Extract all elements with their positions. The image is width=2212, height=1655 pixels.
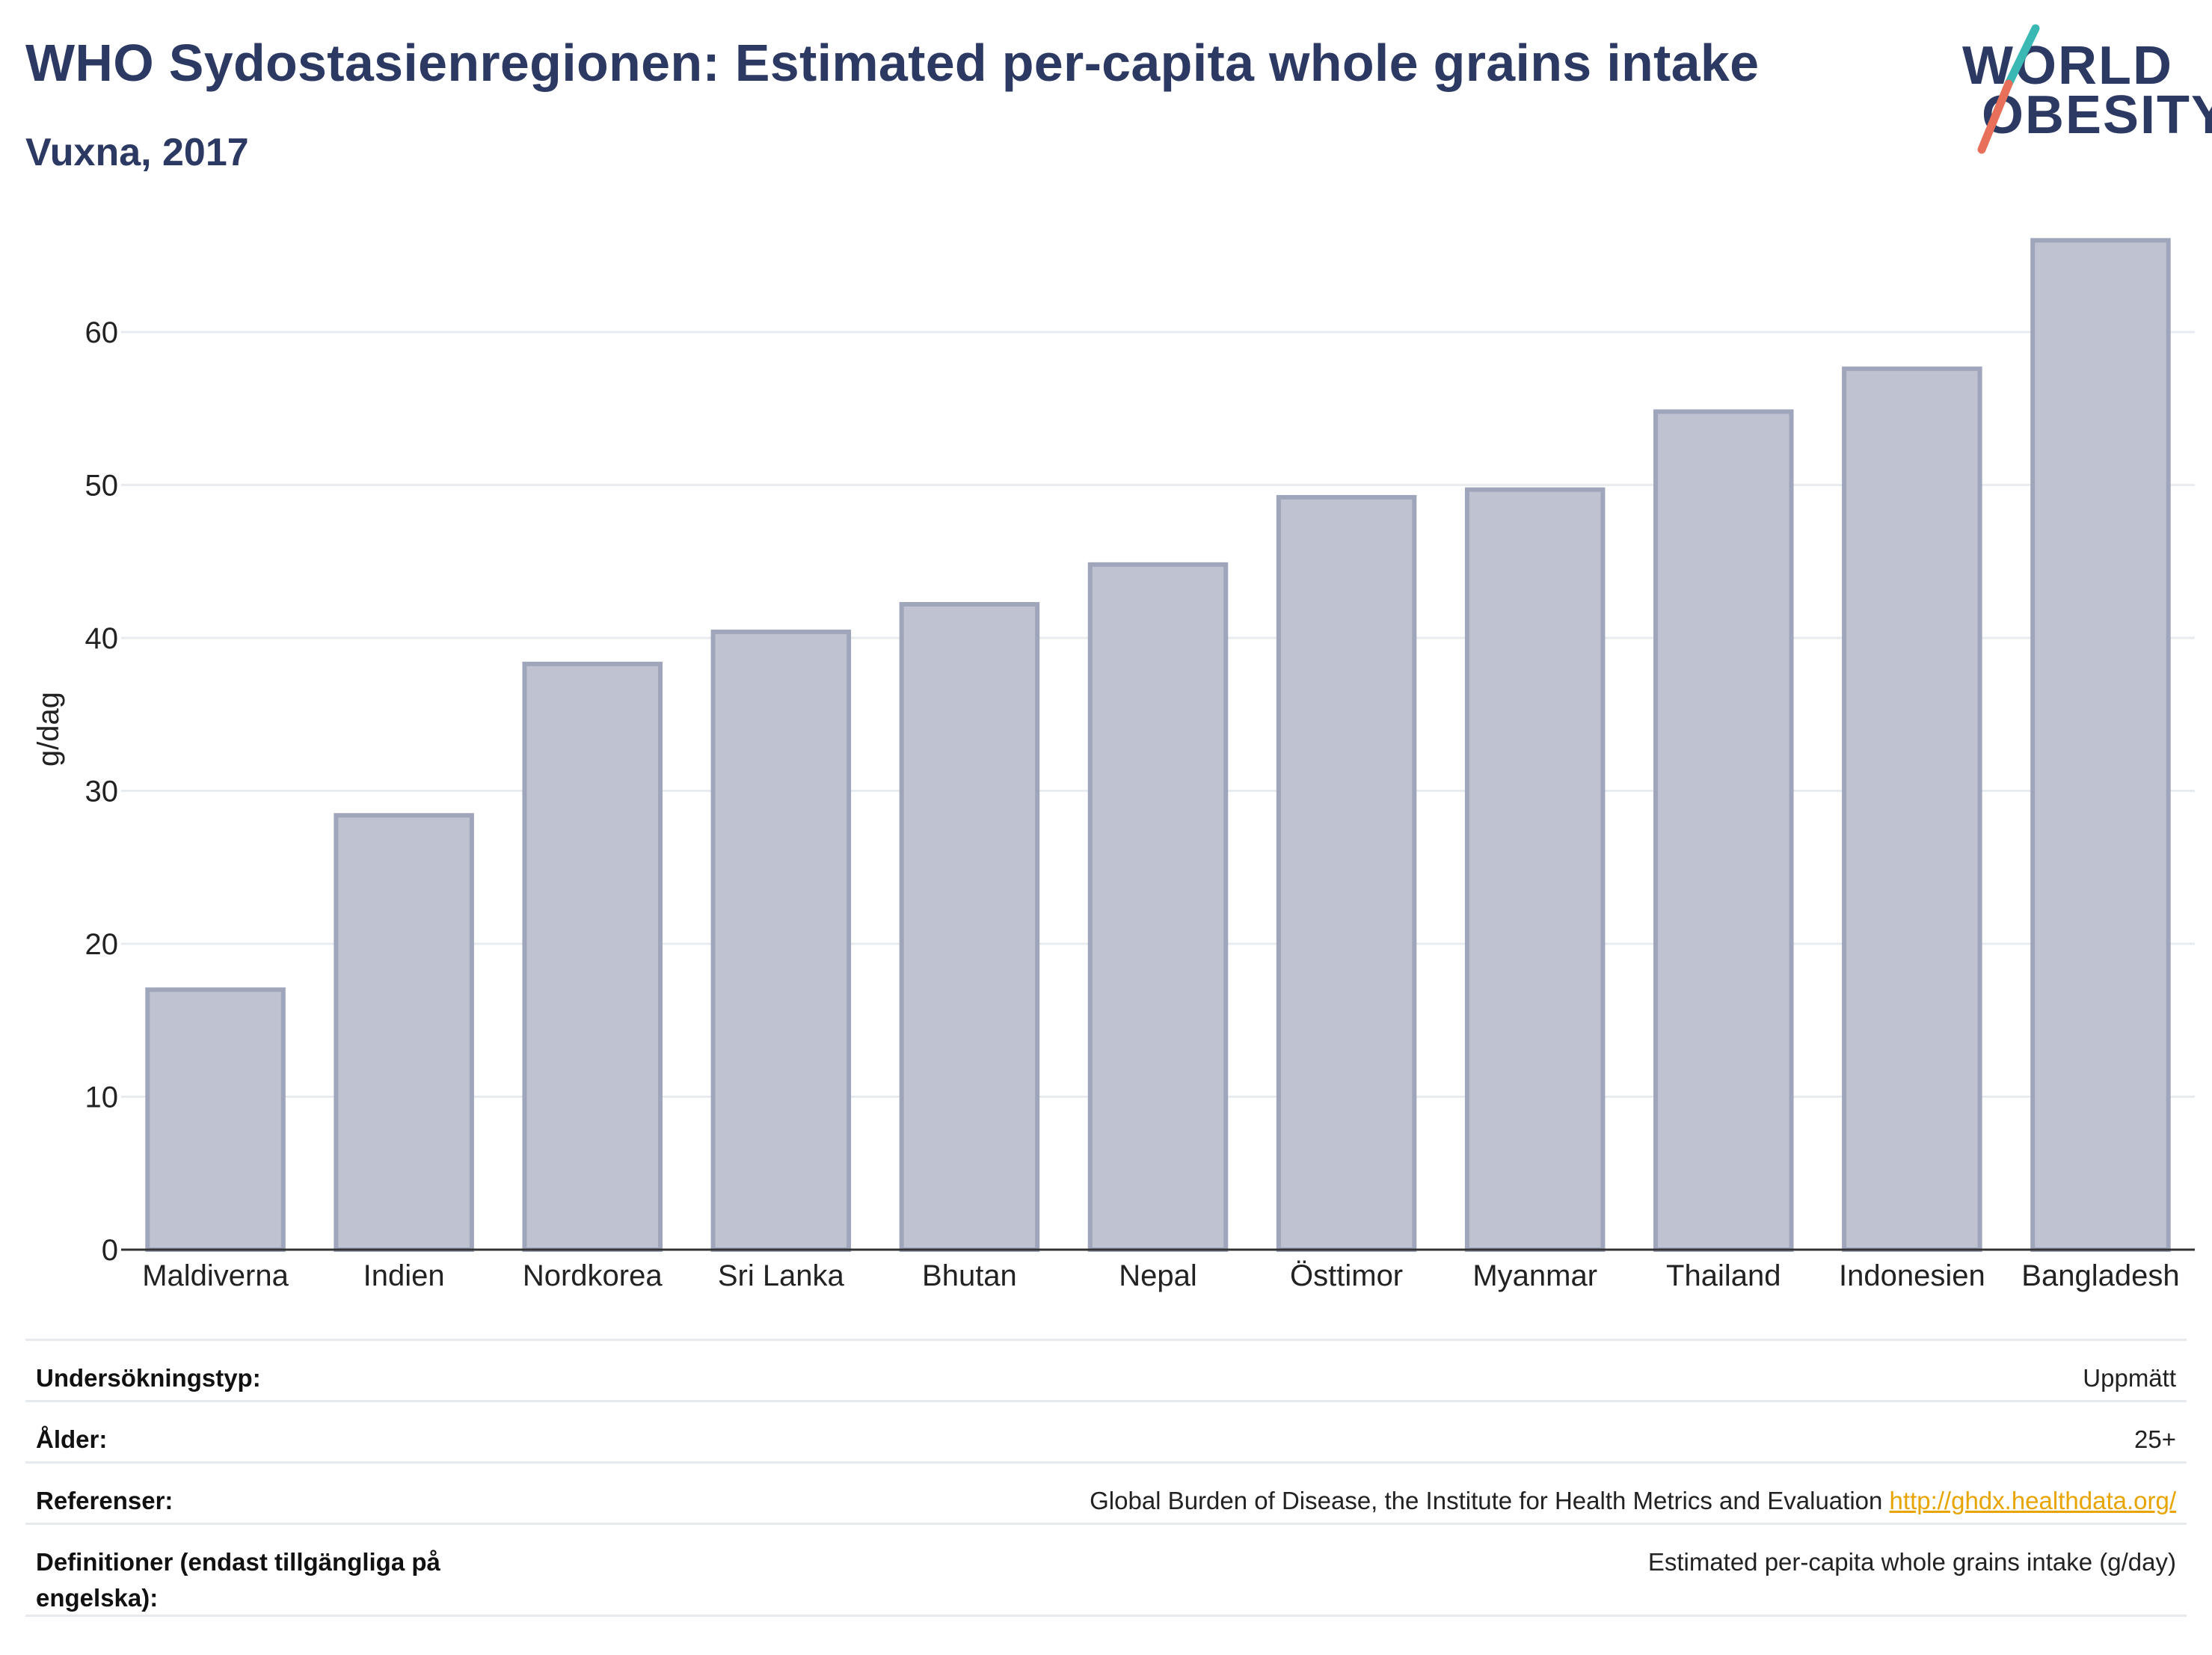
info-table: Undersökningstyp: Uppmätt Ålder: 25+ Ref… [25, 1339, 2187, 1617]
bar [710, 629, 852, 1252]
chart-title: WHO Sydostasienregionen: Estimated per-c… [25, 34, 1760, 92]
world-obesity-logo: WORLD OBESITY [1952, 22, 2212, 157]
info-row-survey-type: Undersökningstyp: Uppmätt [25, 1339, 2187, 1400]
info-value: 25+ [2134, 1425, 2176, 1453]
bar [2030, 238, 2171, 1253]
bar-chart: 0 10 20 30 40 50 60 Maldiverna Indien Nordkorea Sr… [32, 238, 2195, 1292]
x-tick-label: Myanmar [1472, 1259, 1597, 1292]
y-tick-label: 20 [85, 928, 119, 961]
y-tick-label: 50 [85, 470, 119, 503]
info-key: Referenser: [36, 1487, 173, 1514]
bar [1653, 409, 1794, 1252]
chart-subtitle: Vuxna, 2017 [25, 131, 249, 174]
bar [1276, 494, 1417, 1252]
x-tick-label: Bangladesh [2021, 1259, 2179, 1292]
bar [1464, 487, 1606, 1252]
x-tick-label: Indien [363, 1259, 445, 1292]
bar [334, 813, 474, 1252]
info-value: Uppmätt [2083, 1364, 2176, 1392]
info-value: Estimated per-capita whole grains intake… [1647, 1548, 2176, 1576]
reference-text: Global Burden of Disease, the Institute … [1090, 1487, 1883, 1514]
info-key: Undersökningstyp: [36, 1364, 261, 1392]
x-tick-label: Maldiverna [142, 1259, 289, 1292]
x-tick-label: Sri Lanka [718, 1259, 845, 1292]
x-tick-label: Thailand [1666, 1259, 1781, 1292]
info-key: Definitioner (endast tillgängliga på eng… [36, 1548, 440, 1612]
reference-link[interactable]: http://ghdx.healthdata.org/ [1889, 1487, 2176, 1514]
y-tick-label: 30 [85, 776, 119, 808]
y-tick-label: 40 [85, 622, 119, 655]
bar [145, 987, 286, 1252]
bars [145, 238, 2171, 1253]
bar [1842, 366, 1982, 1253]
y-tick-label: 10 [85, 1081, 119, 1114]
x-tick-label: Indonesien [1839, 1259, 1985, 1292]
info-row-definitions: Definitioner (endast tillgängliga på eng… [25, 1523, 2187, 1617]
info-row-references: Referenser: Global Burden of Disease, th… [25, 1461, 2187, 1523]
x-tick-label: Nordkorea [523, 1259, 663, 1292]
logo-word-world: WORLD [1962, 36, 2173, 96]
y-tick-label: 60 [85, 316, 119, 349]
y-axis-title: g/dag [32, 692, 65, 767]
logo-slash-icon [1977, 24, 2040, 154]
bar [522, 661, 663, 1252]
info-value: Global Burden of Disease, the Institute … [1090, 1483, 2176, 1519]
x-tick-label: Nepal [1119, 1259, 1197, 1292]
y-tick-label: 0 [102, 1234, 118, 1267]
x-tick-label: Östtimor [1290, 1259, 1403, 1292]
logo-word-obesity: OBESITY [1982, 85, 2212, 145]
bar [899, 602, 1040, 1252]
bar [1087, 562, 1229, 1252]
x-tick-label: Bhutan [922, 1259, 1017, 1292]
info-key: Ålder: [36, 1425, 108, 1453]
info-row-age: Ålder: 25+ [25, 1400, 2187, 1461]
axes: 0 10 20 30 40 50 60 Maldiverna Indien Nordkorea Sr… [85, 316, 2195, 1292]
